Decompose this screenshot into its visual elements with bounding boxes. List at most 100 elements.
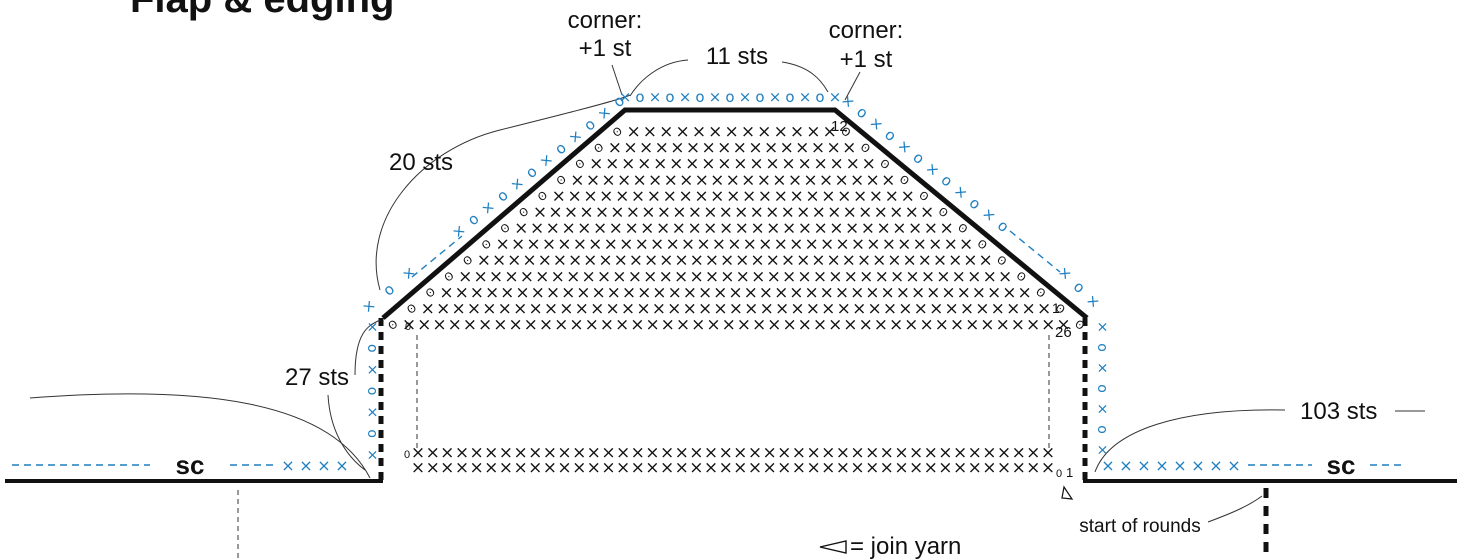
sc-stitch: ×: [656, 219, 670, 239]
sc-stitch: ×: [583, 251, 597, 271]
sc-stitch: ×: [1006, 299, 1020, 319]
sc-stitch: ×: [451, 299, 465, 319]
sc-stitch: ×: [678, 186, 692, 206]
sc-stitch: ×: [647, 186, 661, 206]
sc-stitch: ×: [631, 443, 645, 463]
sc-stitch: ×: [734, 202, 748, 222]
sc-stitch: ×: [813, 154, 827, 174]
sc-stitch: ×: [782, 315, 796, 335]
sc-stitch: ×: [859, 267, 873, 287]
sc-stitch: ×: [648, 170, 662, 190]
edging-sc: ×: [769, 88, 782, 106]
sc-stitch: ×: [542, 235, 556, 255]
sc-stitch: ×: [781, 251, 795, 271]
sc-stitch: ×: [948, 251, 962, 271]
sc-stitch: ×: [577, 219, 591, 239]
sc-stitch: ×: [1056, 315, 1070, 335]
sc-stitch: ×: [1002, 283, 1016, 303]
edging-sc: ×: [950, 181, 971, 203]
sc-stitch: ×: [432, 315, 446, 335]
sc-stitch: ×: [411, 458, 425, 478]
sc-stitch: ×: [968, 458, 982, 478]
sc-stitch: ×: [615, 186, 629, 206]
sc-label-right: sc: [1327, 450, 1356, 480]
sc-stitch: ×: [640, 219, 654, 239]
sc-stitch: ×: [944, 235, 958, 255]
edging-sc: ×: [398, 262, 419, 284]
sc-stitch: ×: [535, 267, 549, 287]
sc-stitch: ×: [911, 283, 925, 303]
sc-stitch: ×: [750, 251, 764, 271]
sc-stitch: ×: [806, 458, 820, 478]
sc-stitch: ×: [858, 202, 872, 222]
edge-dash-diag-left: [411, 235, 463, 278]
sc-stitch: ×: [836, 443, 850, 463]
sc-stitch: ×: [803, 170, 817, 190]
sc-stitch: ×: [691, 315, 705, 335]
sc-stitch: ×: [689, 443, 703, 463]
edging-ch: o: [881, 125, 900, 145]
sc-stitch: ×: [862, 154, 876, 174]
sc-stitch: ×: [1011, 315, 1025, 335]
sc-stitch: ×: [767, 267, 781, 287]
sc-stitch: ×: [719, 443, 733, 463]
sc-stitch: ×: [590, 299, 604, 319]
sc-stitch: ×: [733, 138, 747, 158]
edging-ch: o: [551, 139, 570, 159]
sc-stitch: ×: [780, 138, 794, 158]
edging-sc: ×: [317, 456, 330, 475]
sc-stitch: ×: [850, 443, 864, 463]
row-number-0-bottom: 0: [404, 449, 410, 461]
sc-stitch: ×: [561, 283, 575, 303]
leader-corner-left: [611, 64, 623, 96]
sc-stitch: ×: [669, 154, 683, 174]
sc-stitch: ×: [485, 283, 499, 303]
sc-stitch: ×: [919, 315, 933, 335]
edging-sc: ×: [1227, 456, 1240, 475]
sc-stitch: ×: [579, 202, 593, 222]
corner-label-left-line2: +1 st: [579, 35, 632, 62]
sc-stitch: ×: [668, 283, 682, 303]
sc-stitch: ×: [965, 315, 979, 335]
sc-stitch: ×: [1037, 299, 1051, 319]
sc-stitch: ×: [546, 219, 560, 239]
row-number-0-top: 0: [405, 321, 411, 333]
sc-stitch: ×: [1026, 315, 1040, 335]
sc-stitch: ×: [842, 138, 856, 158]
sc-stitch: ×: [719, 202, 733, 222]
sc-stitch: ×: [952, 267, 966, 287]
edging-ch: o: [994, 216, 1013, 236]
sc-stitch: ×: [710, 186, 724, 206]
sc-stitch: ×: [935, 315, 949, 335]
sc-stitch: ×: [520, 267, 534, 287]
sc-stitch: ×: [775, 299, 789, 319]
sc-stitch: ×: [874, 202, 888, 222]
sc-stitch: ×: [687, 219, 701, 239]
edging-ch: o: [364, 429, 380, 438]
sc-stitch: ×: [748, 458, 762, 478]
sc-stitch: ×: [639, 138, 653, 158]
sc-stitch: ×: [767, 315, 781, 335]
sc-stitch: ×: [876, 219, 890, 239]
sc-stitch: ×: [713, 299, 727, 319]
sc-stitch: ×: [478, 315, 492, 335]
edging-ch: o: [785, 88, 794, 106]
sc-stitch: ×: [569, 315, 583, 335]
stitch-count-top: 11 sts: [706, 43, 768, 70]
diagram-title: Flap & edging: [130, 0, 394, 21]
sc-stitch: ×: [1017, 283, 1031, 303]
sc-stitch: ×: [417, 315, 431, 335]
sc-stitch: ×: [829, 219, 843, 239]
sc-stitch: ×: [953, 458, 967, 478]
sc-stitch: ×: [513, 299, 527, 319]
sc-stitch: ×: [586, 170, 600, 190]
sc-stitch: ×: [883, 299, 897, 319]
edging-sc: ×: [1083, 290, 1104, 312]
sc-stitch: ×: [675, 443, 689, 463]
sc-stitch: ×: [727, 235, 741, 255]
sc-stitch: ×: [762, 458, 776, 478]
sc-stitch: ×: [874, 315, 888, 335]
sc-stitch: ×: [790, 122, 804, 142]
sc-stitch: ×: [630, 315, 644, 335]
sc-stitch: ×: [805, 186, 819, 206]
